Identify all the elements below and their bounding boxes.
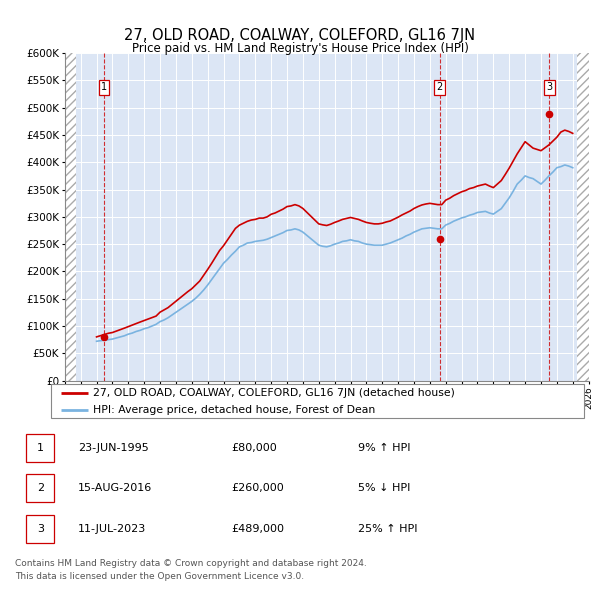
Text: 11-JUL-2023: 11-JUL-2023 — [78, 524, 146, 534]
Text: 27, OLD ROAD, COALWAY, COLEFORD, GL16 7JN (detached house): 27, OLD ROAD, COALWAY, COLEFORD, GL16 7J… — [92, 388, 454, 398]
Text: 2: 2 — [37, 483, 44, 493]
Bar — [65, 53, 76, 381]
Bar — [577, 53, 589, 381]
Text: 23-JUN-1995: 23-JUN-1995 — [78, 442, 149, 453]
Text: 1: 1 — [101, 83, 107, 93]
Text: 9% ↑ HPI: 9% ↑ HPI — [358, 442, 410, 453]
Text: Price paid vs. HM Land Registry's House Price Index (HPI): Price paid vs. HM Land Registry's House … — [131, 42, 469, 55]
Text: 3: 3 — [37, 524, 44, 534]
Bar — [26, 474, 54, 502]
Text: 5% ↓ HPI: 5% ↓ HPI — [358, 483, 410, 493]
Text: This data is licensed under the Open Government Licence v3.0.: This data is licensed under the Open Gov… — [15, 572, 304, 581]
Bar — [65, 53, 76, 381]
Text: £80,000: £80,000 — [231, 442, 277, 453]
Text: £260,000: £260,000 — [231, 483, 284, 493]
Bar — [26, 434, 54, 461]
Text: Contains HM Land Registry data © Crown copyright and database right 2024.: Contains HM Land Registry data © Crown c… — [15, 559, 367, 568]
Bar — [26, 515, 54, 543]
Bar — [577, 53, 589, 381]
Text: HPI: Average price, detached house, Forest of Dean: HPI: Average price, detached house, Fore… — [92, 405, 375, 415]
Text: 25% ↑ HPI: 25% ↑ HPI — [358, 524, 417, 534]
Text: 3: 3 — [547, 83, 553, 93]
Text: 2: 2 — [437, 83, 443, 93]
Text: £489,000: £489,000 — [231, 524, 284, 534]
Text: 15-AUG-2016: 15-AUG-2016 — [78, 483, 152, 493]
Text: 1: 1 — [37, 442, 44, 453]
Text: 27, OLD ROAD, COALWAY, COLEFORD, GL16 7JN: 27, OLD ROAD, COALWAY, COLEFORD, GL16 7J… — [124, 28, 476, 43]
